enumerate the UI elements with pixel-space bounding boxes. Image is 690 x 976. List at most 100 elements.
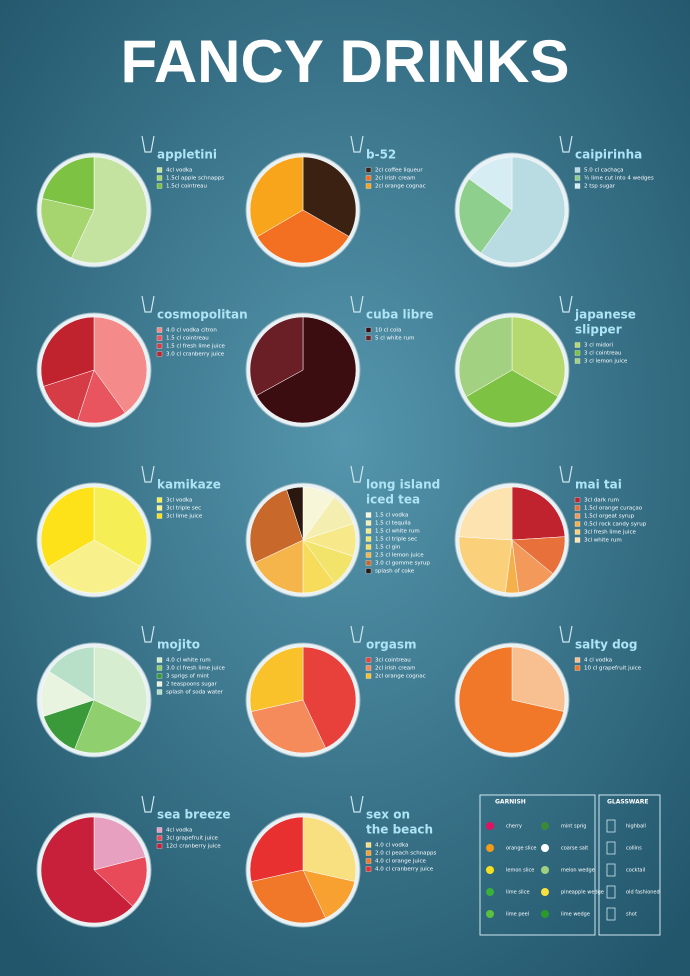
- garnish-icon: [486, 844, 494, 852]
- pie-slice: [511, 486, 566, 541]
- pie-slice: [249, 316, 304, 396]
- pie-slice: [458, 646, 565, 754]
- glass-icon: [350, 465, 364, 483]
- pie-slice: [74, 699, 143, 754]
- pie-slice: [93, 646, 148, 723]
- garnish-title: GARNISH: [495, 799, 526, 806]
- glass-icon: [559, 465, 573, 483]
- ingredient-swatch: [365, 327, 372, 333]
- pie-slice: [511, 646, 566, 712]
- garnish-label: pineapple wedge: [561, 890, 604, 896]
- ingredient-swatch: [365, 512, 372, 518]
- ingredient: 2cl orange cognac: [375, 674, 426, 680]
- ingredient-swatch: [365, 175, 372, 181]
- ingredient: 2cl irish cream: [375, 176, 416, 182]
- ingredient: 3cl lime juice: [166, 514, 203, 520]
- ingredient-swatch: [156, 835, 163, 841]
- ingredient: 1.5 cl cointreau: [166, 336, 209, 342]
- glass-icon: [559, 295, 573, 313]
- ingredient: 3cl fresh lime juice: [584, 530, 636, 536]
- garnish-icon: [541, 888, 549, 896]
- ingredient: 3 cl lemon juice: [584, 359, 628, 365]
- garnish-icon: [486, 888, 494, 896]
- ingredient: 3cl dark rum: [584, 498, 619, 504]
- ingredient-swatch: [365, 858, 372, 864]
- ingredient-swatch: [156, 681, 163, 687]
- ingredient: 2cl orange cognac: [375, 184, 426, 190]
- ingredient-swatch: [574, 529, 581, 535]
- ingredient-swatch: [574, 183, 581, 189]
- garnish-icon: [486, 910, 494, 918]
- pie-slice: [47, 539, 141, 594]
- ingredient-swatch: [574, 665, 581, 671]
- garnish-icon: [541, 866, 549, 874]
- ingredient: 3 cl midori: [584, 343, 614, 349]
- ingredient-swatch: [574, 358, 581, 364]
- ingredient: 3cl white rum: [584, 538, 622, 544]
- drink-name: cuba libre: [366, 308, 433, 322]
- ingredient: 1.5 cl fresh lime juice: [166, 344, 225, 350]
- ingredient-swatch: [365, 568, 372, 574]
- ingredient: 3cl triple sec: [166, 506, 201, 512]
- garnish-label: cherry: [506, 824, 522, 830]
- ingredient: 4cl vodka: [166, 168, 192, 174]
- pie-slice: [254, 539, 304, 594]
- drink-name: kamikaze: [157, 478, 221, 492]
- glass-icon: [141, 295, 155, 313]
- ingredient: 4 cl vodka: [584, 658, 612, 664]
- ingredient-swatch: [156, 673, 163, 679]
- ingredient-swatch: [156, 689, 163, 695]
- pie-slice: [77, 369, 126, 424]
- ingredient-swatch: [156, 505, 163, 511]
- ingredient: 2 tsp sugar: [584, 184, 616, 190]
- garnish-label: lime wedge: [561, 912, 590, 918]
- drink-name: caipirinha: [575, 148, 642, 162]
- ingredient-swatch: [365, 665, 372, 671]
- ingredient-swatch: [156, 351, 163, 357]
- garnish-label: coarse salt: [561, 846, 588, 852]
- garnish-label: orange slice: [506, 846, 536, 852]
- pie-slice: [468, 156, 513, 211]
- ingredient: 10 cl cola: [375, 328, 401, 334]
- drink-name: mojito: [157, 638, 200, 652]
- garnish-label: mint sprig: [561, 824, 586, 830]
- pie-slice: [480, 156, 566, 264]
- ingredient: 3cl grapefruit juice: [166, 836, 218, 842]
- garnish-label: lime slice: [506, 890, 530, 896]
- ingredient-swatch: [156, 183, 163, 189]
- pie-slice: [40, 816, 133, 924]
- ingredient: 3 sprigs of mint: [166, 674, 210, 680]
- drink-name: cosmopolitan: [157, 308, 248, 322]
- pie-slice: [93, 316, 148, 414]
- pie-slice: [43, 369, 95, 421]
- pie-slice: [302, 816, 357, 882]
- glass-icon: [559, 625, 573, 643]
- pie-slice: [465, 369, 559, 424]
- pie-slice: [93, 856, 148, 907]
- ingredient: 3 cl cointreau: [584, 351, 622, 357]
- ingredient: 4.0 cl vodka citron: [166, 328, 217, 334]
- ingredient-swatch: [156, 843, 163, 849]
- garnish-icon: [541, 822, 549, 830]
- glass-icon: [606, 841, 616, 855]
- drink-name: mai tai: [575, 478, 622, 492]
- ingredient-swatch: [365, 335, 372, 341]
- glass-icon: [606, 907, 616, 921]
- ingredient: 1.5 cl white rum: [375, 529, 420, 535]
- garnish-icon: [541, 910, 549, 918]
- ingredient-swatch: [365, 850, 372, 856]
- garnish-label: lemon slice: [506, 868, 534, 874]
- ingredient-swatch: [365, 520, 372, 526]
- ingredient-swatch: [156, 513, 163, 519]
- garnish-box: [479, 794, 596, 936]
- ingredient: 2cl coffee liqueur: [375, 168, 423, 174]
- pie-slice: [256, 209, 350, 264]
- ingredient: 2cl irish cream: [375, 666, 416, 672]
- ingredient: 1.5 cl vodka: [375, 513, 408, 519]
- ingredient: 10 cl grapefruit juice: [584, 666, 642, 672]
- glassware-label: old fashioned: [626, 890, 660, 896]
- ingredient: 3.0 cl fresh lime juice: [166, 666, 225, 672]
- pie-slice: [458, 316, 513, 398]
